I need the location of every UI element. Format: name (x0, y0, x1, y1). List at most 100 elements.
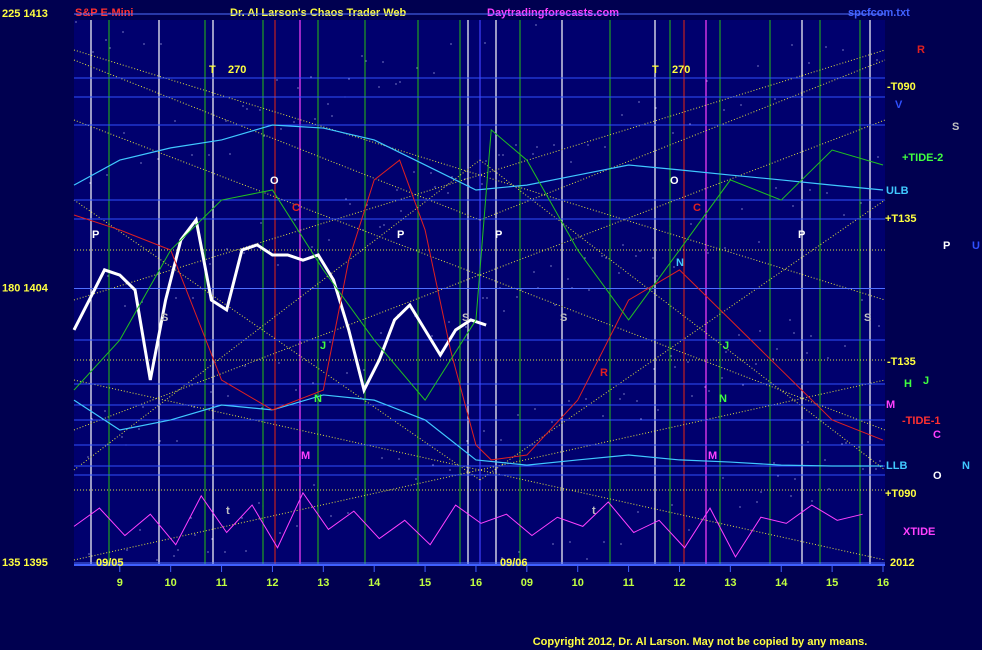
level-label: J (923, 375, 929, 387)
tide-line (479, 159, 886, 471)
star (432, 464, 434, 466)
star (160, 43, 162, 45)
star (159, 440, 161, 442)
series-line (73, 159, 884, 461)
star (331, 115, 333, 117)
series-line (73, 491, 863, 558)
star (520, 289, 522, 291)
star (707, 252, 709, 254)
star (518, 551, 520, 553)
star (825, 46, 827, 48)
star (484, 42, 486, 44)
star (811, 500, 813, 502)
annotation: P (397, 229, 404, 241)
star (399, 81, 401, 83)
star (568, 400, 570, 402)
star (106, 174, 108, 176)
annotation: C (292, 202, 300, 214)
star (517, 414, 519, 416)
annotation: 270 (672, 64, 690, 76)
annotation: S (462, 312, 469, 324)
x-tick-label: 12 (266, 577, 278, 589)
star (807, 441, 809, 443)
decorations (73, 20, 886, 566)
star (706, 80, 708, 82)
x-tick-label: 16 (877, 577, 889, 589)
star (313, 484, 315, 486)
star (383, 224, 385, 226)
star (794, 478, 796, 480)
star (756, 501, 758, 503)
annotation: M (301, 450, 310, 462)
copyright: Copyright 2012, Dr. Al Larson. May not b… (533, 636, 868, 648)
star (776, 348, 778, 350)
star (723, 109, 725, 111)
level-label: M (886, 399, 895, 411)
tide-line (479, 59, 886, 221)
star (858, 446, 860, 448)
tide-line (73, 49, 886, 301)
star (296, 525, 298, 527)
star (107, 275, 109, 277)
x-tick-label: 9 (117, 577, 123, 589)
star (724, 247, 726, 249)
star (842, 49, 844, 51)
star (656, 275, 658, 277)
star (534, 408, 536, 410)
star (466, 440, 468, 442)
star (228, 508, 230, 510)
star (451, 176, 453, 178)
star (259, 109, 261, 111)
star (177, 549, 179, 551)
tide-line (73, 159, 481, 471)
star (225, 120, 227, 122)
star (603, 541, 605, 543)
star (263, 135, 265, 137)
star (878, 325, 880, 327)
star (121, 436, 123, 438)
level-label: LLB (886, 460, 907, 472)
star (757, 65, 759, 67)
star (465, 326, 467, 328)
star (824, 459, 826, 461)
annotation: J (320, 340, 326, 352)
star (139, 529, 141, 531)
star (431, 335, 433, 337)
star (670, 355, 672, 357)
star (653, 368, 655, 370)
star (875, 468, 877, 470)
annotation: J (723, 340, 729, 352)
tide-line (73, 59, 481, 221)
star (808, 62, 810, 64)
level-label: C (933, 429, 941, 441)
star (207, 551, 209, 553)
tide-line (73, 119, 886, 431)
star (486, 297, 488, 299)
star (190, 517, 192, 519)
star (674, 366, 676, 368)
star (793, 332, 795, 334)
star (620, 543, 622, 545)
star (876, 59, 878, 61)
y-tick-label: 135 1395 (2, 557, 48, 569)
level-label: -T135 (887, 356, 916, 368)
star (602, 415, 604, 417)
level-label: N (962, 460, 970, 472)
star (226, 248, 228, 250)
annotation: P (495, 229, 502, 241)
annotation: N (719, 393, 727, 405)
star (652, 257, 654, 259)
star (312, 382, 314, 384)
star (450, 43, 452, 45)
y-tick-label: 225 1413 (2, 8, 48, 20)
star (792, 205, 794, 207)
star (552, 543, 554, 545)
star (501, 557, 503, 559)
star (258, 502, 260, 504)
file-name: spcfcom.txt (848, 7, 910, 19)
level-label: O (933, 470, 942, 482)
star (276, 79, 278, 81)
star (347, 512, 349, 514)
star (415, 478, 417, 480)
level-label: +T090 (885, 488, 917, 500)
